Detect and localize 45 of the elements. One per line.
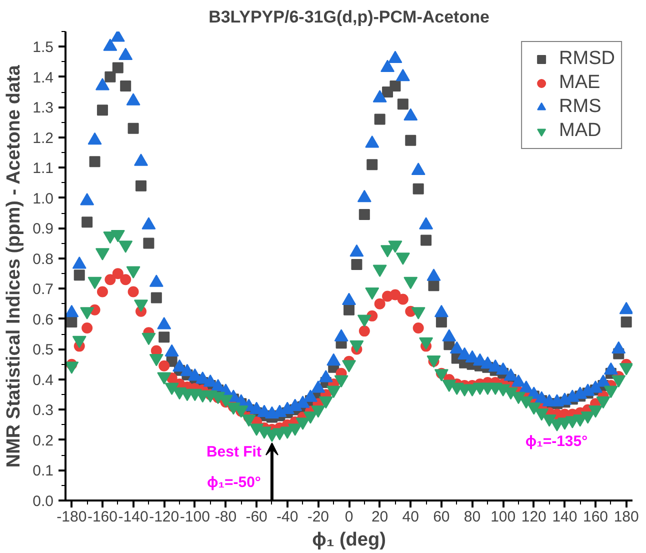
x-tick-label: -180 [56, 508, 87, 526]
y-tick-label: 1.4 [32, 69, 54, 86]
x-tick-label: -80 [214, 508, 237, 526]
x-tick-label: -40 [276, 508, 298, 526]
x-tick-label: 160 [583, 508, 608, 526]
y-tick-label: 0.4 [32, 372, 54, 389]
y-tick-label: 0.3 [32, 402, 54, 420]
x-tick-label: 140 [552, 508, 578, 526]
y-tick-label: 1.1 [32, 160, 54, 178]
legend-label: RMS [559, 96, 602, 118]
x-tick-label: -100 [180, 508, 210, 526]
x-tick-label: -60 [246, 508, 268, 526]
y-tick-label: 0.5 [32, 342, 54, 359]
x-tick-label: 20 [371, 508, 388, 526]
y-tick-label: 0.7 [32, 281, 54, 298]
y-tick-label: 0.2 [32, 432, 54, 450]
y-tick-label: 0.0 [32, 493, 54, 510]
x-tick-label: -140 [118, 508, 148, 526]
x-tick-label: 60 [433, 508, 450, 526]
x-tick-label: 100 [490, 508, 516, 526]
y-tick-label: 1.5 [32, 39, 54, 56]
x-tick-label: -160 [87, 508, 118, 526]
y-tick-label: 0.8 [32, 250, 54, 268]
y-tick-label: 1.2 [32, 130, 54, 147]
legend-label: MAE [559, 72, 600, 94]
legend-label: RMSD [559, 48, 615, 70]
annotation: ϕ₁=-135° [525, 433, 588, 450]
x-tick-label: 40 [402, 508, 419, 526]
x-tick-label: 120 [521, 508, 546, 526]
x-tick-label: 80 [464, 508, 481, 526]
y-axis-title: NMR Statistical Indices (ppm) - Acetone data [4, 64, 25, 468]
x-tick-label: -120 [149, 508, 180, 526]
annotation: Best Fit [206, 444, 262, 461]
legend-label: MAD [559, 120, 602, 142]
chart-title: B3LYPYP/6-31G(d,p)-PCM-Acetone [208, 8, 490, 26]
y-tick-label: 1.0 [32, 190, 54, 208]
y-tick-label: 0.6 [32, 311, 54, 328]
y-tick-label: 0.1 [32, 462, 54, 480]
x-tick-label: 180 [614, 508, 639, 526]
y-tick-label: 0.9 [32, 220, 54, 238]
y-tick-label: 1.3 [32, 100, 54, 117]
x-tick-label: -20 [307, 508, 330, 526]
annotation: ϕ₁=-50° [207, 474, 261, 491]
x-axis-title: ϕ₁ (deg) [312, 530, 386, 550]
x-tick-label: 0 [344, 508, 354, 526]
